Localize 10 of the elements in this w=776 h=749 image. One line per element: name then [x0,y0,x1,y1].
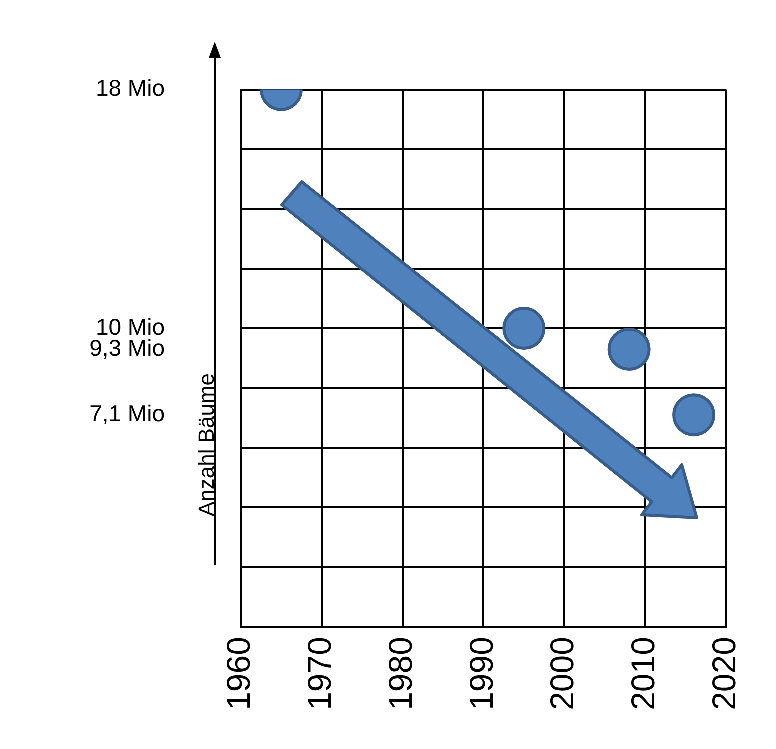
x-tick-label: 2000 [544,637,581,710]
x-tick-label: 1970 [300,637,338,710]
y-tick-label: 7,1 Mio [90,400,165,426]
x-tick-label: 2010 [624,637,662,710]
x-tick-label: 1960 [220,637,258,710]
x-tick-label: 1990 [462,637,500,710]
y-tick-label: 18 Mio [96,75,165,102]
y-axis-title: Anzahl Bäume [194,373,220,517]
x-tick-label: 2020 [705,637,742,710]
x-tick-label: 1980 [382,637,419,710]
